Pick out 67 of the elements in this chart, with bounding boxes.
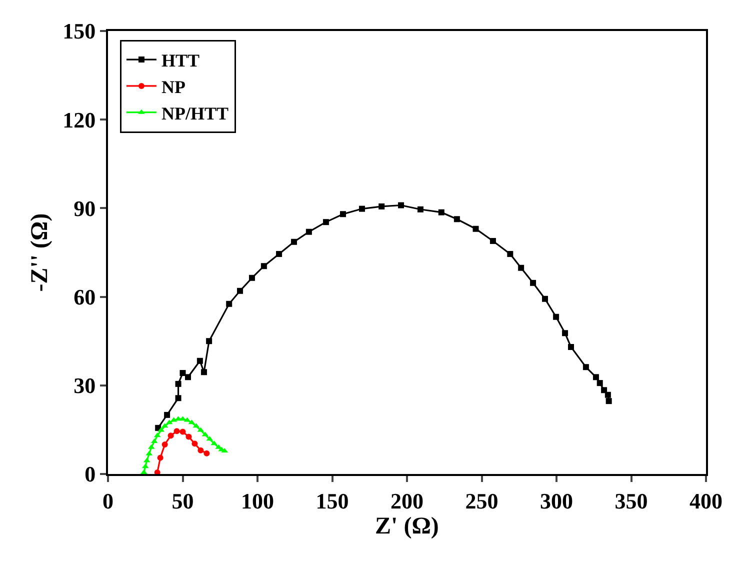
y-tick-label: 90 <box>74 196 96 221</box>
point <box>592 374 599 380</box>
point <box>200 369 207 376</box>
point <box>322 219 329 226</box>
point <box>204 450 210 456</box>
y-tick-label: 60 <box>74 284 96 310</box>
point <box>359 206 365 212</box>
point <box>507 250 514 257</box>
point <box>184 374 191 380</box>
x-tick-label: 250 <box>465 488 498 514</box>
y-tick-label: 0 <box>84 462 96 487</box>
point <box>290 238 297 245</box>
point <box>175 380 182 387</box>
point <box>417 206 424 212</box>
x-tick-label: 400 <box>690 488 722 514</box>
point <box>568 344 574 350</box>
point <box>175 395 182 402</box>
point <box>472 226 479 232</box>
x-axis-title: Z' (Ω) <box>375 513 439 540</box>
legend-label: HTT <box>161 50 200 71</box>
point <box>162 441 168 448</box>
point <box>192 440 198 447</box>
point <box>226 300 232 307</box>
point <box>157 454 164 461</box>
point <box>206 338 212 344</box>
point <box>276 250 282 257</box>
point <box>186 434 192 440</box>
x-tick-label: 200 <box>390 488 424 514</box>
x-tick-label: 350 <box>614 488 648 514</box>
point <box>198 447 204 454</box>
point <box>260 263 267 270</box>
point <box>168 432 174 439</box>
point <box>542 296 548 302</box>
point <box>237 288 244 294</box>
point <box>606 398 612 404</box>
y-axis-title: -Z'' (Ω) <box>27 213 54 292</box>
point <box>248 274 255 281</box>
point <box>454 216 460 222</box>
point <box>601 387 608 394</box>
x-tick-label: 100 <box>241 488 274 514</box>
x-tick-label: 150 <box>316 488 349 514</box>
x-tick-label: 50 <box>172 488 194 514</box>
x-tick-label: 0 <box>102 488 114 514</box>
point <box>553 314 560 320</box>
point <box>378 203 385 210</box>
legend-label: NP/HTT <box>161 103 228 124</box>
point <box>398 202 404 208</box>
point <box>490 238 496 244</box>
point <box>180 370 186 376</box>
point <box>196 358 203 364</box>
point <box>306 228 312 235</box>
point <box>438 209 444 216</box>
y-tick-label: 150 <box>62 18 96 44</box>
x-tick-label: 300 <box>540 488 573 514</box>
point <box>164 412 170 418</box>
point <box>518 264 524 271</box>
point <box>604 392 611 398</box>
point <box>582 364 589 370</box>
y-tick-label: 30 <box>74 373 96 398</box>
y-tick-label: 120 <box>62 107 96 132</box>
point <box>562 330 568 336</box>
point <box>174 428 180 434</box>
point <box>180 428 186 435</box>
point <box>340 211 346 218</box>
point <box>596 380 603 386</box>
legend-label: NP <box>161 76 186 97</box>
point <box>530 280 536 286</box>
